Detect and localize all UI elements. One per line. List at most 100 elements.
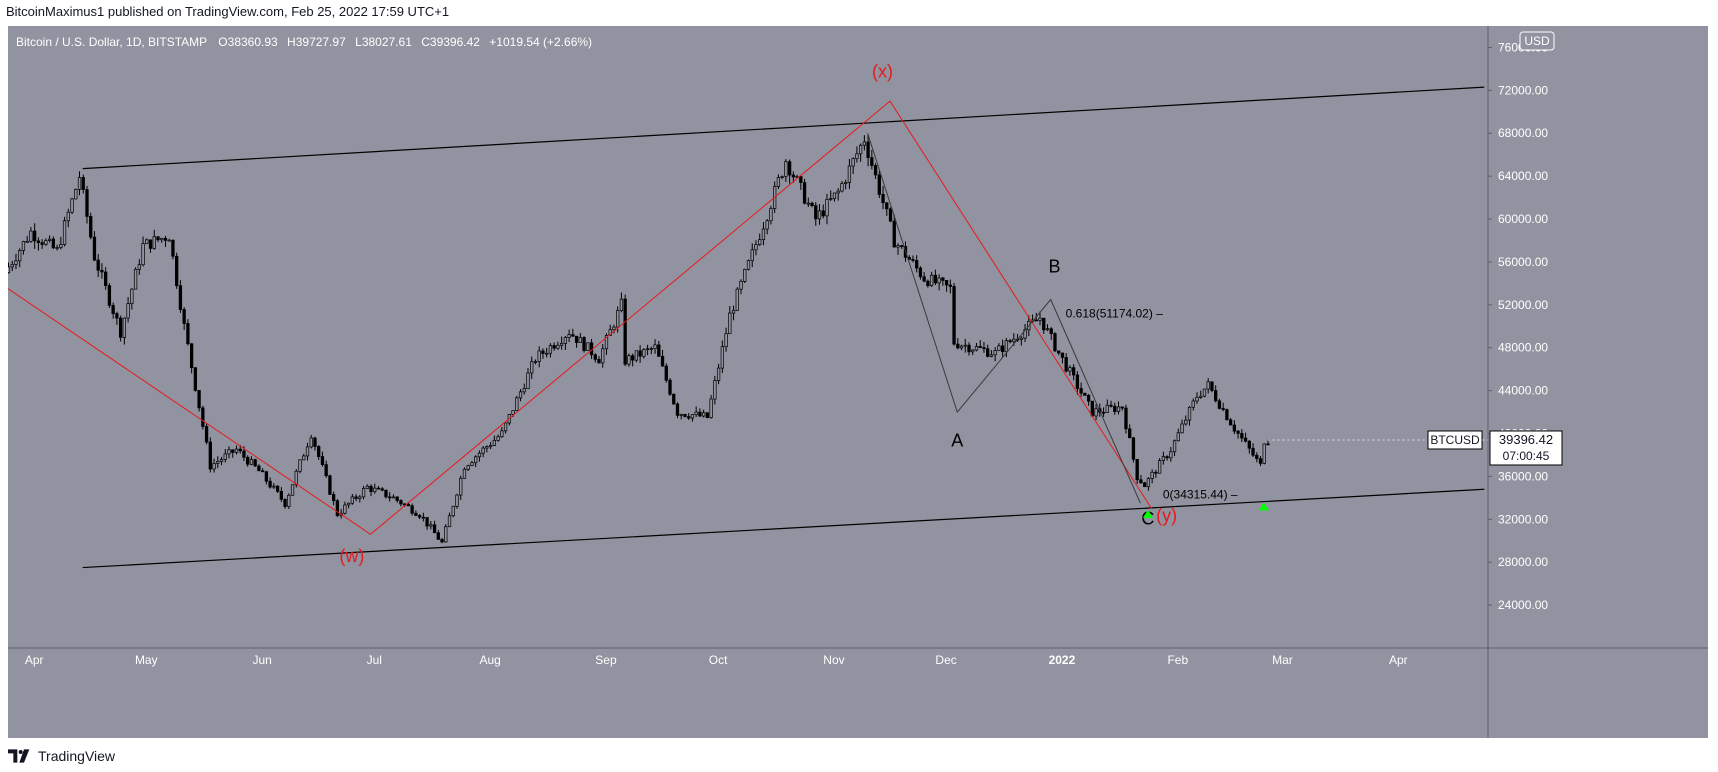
- candle: [900, 244, 904, 249]
- candle: [1116, 401, 1121, 415]
- candle: [425, 517, 429, 530]
- candle-body: [743, 269, 747, 282]
- candle-body: [537, 350, 541, 362]
- candle: [70, 197, 74, 215]
- legend-text: Bitcoin / U.S. Dollar, 1D, BITSTAMP O383…: [16, 35, 592, 49]
- candle-body: [802, 182, 807, 204]
- candle-body: [638, 350, 642, 357]
- candle: [1146, 477, 1151, 491]
- candle-body: [238, 448, 242, 452]
- candle: [272, 483, 276, 490]
- price-tick-label: 60000.00: [1498, 212, 1548, 226]
- candle: [971, 349, 975, 356]
- currency-label: USD: [1519, 31, 1555, 51]
- candle-body: [298, 459, 302, 472]
- chart[interactable]: 0.618(51174.02) – 0(34315.44) – (w) (x) (y) A…: [8, 26, 1708, 738]
- candle-body: [130, 288, 134, 304]
- candle-body: [1019, 337, 1023, 340]
- candle: [1225, 408, 1229, 421]
- candle-body: [171, 239, 175, 257]
- candle-body: [926, 280, 930, 286]
- candle-body: [242, 450, 246, 458]
- candle-body: [500, 430, 504, 438]
- candle-body: [283, 498, 287, 507]
- candle-body: [8, 266, 11, 274]
- candle-body: [986, 348, 990, 357]
- candle: [866, 134, 870, 167]
- candle-body: [511, 410, 515, 415]
- candle-body: [81, 177, 85, 190]
- candle-body: [1075, 374, 1080, 389]
- candle: [873, 163, 878, 179]
- candle: [1191, 398, 1195, 411]
- candle: [627, 353, 631, 367]
- candle-body: [272, 485, 276, 488]
- candle-body: [178, 285, 183, 310]
- candle: [1199, 390, 1203, 399]
- candle: [302, 453, 306, 461]
- wave-label: B: [1048, 257, 1060, 277]
- candle-body: [941, 277, 945, 281]
- candle-body: [1113, 405, 1117, 412]
- candle: [634, 350, 639, 363]
- candle-body: [784, 161, 788, 177]
- candle-body: [257, 465, 261, 472]
- candle-body: [933, 274, 938, 284]
- candle: [429, 521, 433, 530]
- candle: [713, 375, 717, 405]
- candle-body: [1034, 319, 1038, 322]
- candle-body: [141, 243, 145, 266]
- candle-body: [758, 239, 762, 245]
- candle-body: [369, 485, 373, 492]
- candle: [440, 537, 444, 544]
- time-tick-label: Nov: [823, 653, 844, 667]
- candle-body: [1072, 367, 1076, 376]
- candle: [459, 475, 463, 500]
- candle: [1064, 353, 1068, 373]
- candle-body: [791, 174, 795, 178]
- candle-body: [885, 202, 889, 210]
- candle: [320, 451, 325, 467]
- candle: [1042, 317, 1046, 334]
- candle: [1157, 458, 1162, 474]
- candle: [716, 363, 721, 385]
- candle-body: [578, 337, 582, 343]
- candle: [1236, 430, 1240, 439]
- candle-body: [810, 202, 814, 206]
- candle-body: [1139, 479, 1143, 484]
- candle: [1105, 399, 1109, 413]
- candle: [1057, 350, 1061, 356]
- lower-channel-line: [82, 488, 1485, 569]
- candle-body: [1090, 400, 1094, 417]
- candle-body: [133, 268, 138, 290]
- time-tick-label: Mar: [1272, 653, 1293, 667]
- candle-body: [1176, 432, 1180, 442]
- candle-body: [668, 379, 672, 395]
- candle-body: [892, 220, 896, 248]
- candle: [92, 231, 97, 262]
- candle: [305, 442, 310, 461]
- legend-symbol: Bitcoin / U.S. Dollar, 1D, BITSTAMP: [16, 35, 207, 49]
- candle: [399, 499, 403, 507]
- candle: [335, 499, 340, 518]
- candle: [51, 236, 55, 250]
- candle: [974, 342, 979, 352]
- candle-body: [343, 504, 347, 514]
- candle: [1154, 469, 1158, 478]
- candle: [851, 157, 855, 174]
- chart-frame[interactable]: 0.618(51174.02) – 0(34315.44) – (w) (x) (y) A…: [8, 26, 1708, 738]
- candle-body: [436, 532, 440, 540]
- candle: [574, 335, 579, 348]
- candle: [1143, 481, 1147, 488]
- candle: [1008, 338, 1012, 344]
- candle: [825, 193, 829, 225]
- candle: [881, 186, 885, 210]
- candle-body: [597, 358, 601, 364]
- price-tick-label: 72000.00: [1498, 83, 1548, 97]
- candle: [104, 267, 108, 290]
- candle: [858, 143, 863, 162]
- candle: [746, 259, 751, 271]
- candle-body: [40, 242, 44, 245]
- candle-body: [1214, 390, 1218, 402]
- candle: [253, 458, 257, 467]
